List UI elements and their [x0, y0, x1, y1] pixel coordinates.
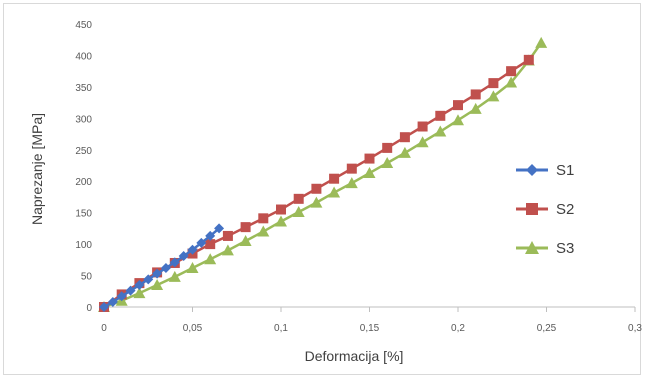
x-tick-label: 0	[101, 323, 107, 334]
data-point	[417, 121, 428, 132]
y-tick-label: 450	[75, 20, 92, 31]
data-point	[382, 142, 393, 153]
legend-item-s1: S1	[516, 162, 574, 179]
data-point	[470, 89, 481, 100]
y-tick-label: 0	[86, 303, 92, 314]
data-point	[488, 78, 499, 89]
data-point	[134, 279, 145, 290]
data-point	[293, 193, 304, 204]
data-point	[257, 225, 270, 237]
data-point	[381, 156, 394, 168]
data-point	[107, 296, 118, 307]
y-axis-label: Naprezanje [MPa]	[29, 113, 45, 225]
x-tick-label: 0,15	[360, 323, 380, 334]
data-point	[239, 234, 252, 246]
data-point	[398, 146, 411, 158]
data-point	[364, 153, 375, 164]
data-point	[214, 223, 225, 234]
legend-marker	[526, 164, 538, 176]
data-point	[535, 36, 548, 48]
data-point	[329, 173, 340, 184]
y-axis: 0 50 100 150 200 250 300 350 400 450	[75, 20, 92, 314]
data-point	[196, 237, 207, 248]
x-tick-label: 0,25	[537, 323, 557, 334]
data-point	[523, 54, 534, 65]
series-s2	[99, 54, 534, 312]
data-point	[133, 287, 146, 299]
data-point	[151, 278, 164, 290]
data-point	[276, 204, 286, 215]
y-tick-label: 200	[75, 177, 92, 188]
legend-item-s3: S3	[516, 240, 574, 257]
data-point	[310, 196, 323, 208]
data-point	[416, 136, 429, 148]
data-point	[345, 177, 358, 189]
data-point	[205, 239, 216, 250]
y-tick-label: 300	[75, 114, 92, 125]
data-point	[168, 270, 181, 282]
data-point	[505, 76, 518, 88]
data-point	[506, 66, 517, 77]
data-point	[328, 186, 341, 198]
data-point	[152, 268, 163, 279]
data-point	[292, 206, 305, 218]
y-tick-label: 150	[75, 209, 92, 220]
legend-marker	[525, 241, 539, 254]
data-point	[222, 230, 233, 241]
x-tick-label: 0,05	[183, 323, 203, 334]
x-axis-label: Deformacija [%]	[305, 348, 404, 364]
data-point	[452, 114, 464, 126]
plot-area	[98, 36, 548, 312]
data-point	[178, 251, 189, 262]
data-point	[275, 215, 287, 227]
y-tick-label: 100	[75, 240, 92, 251]
data-point	[311, 183, 322, 194]
x-tick-label: 0,2	[451, 323, 465, 334]
data-point	[125, 285, 136, 296]
data-point	[258, 213, 269, 224]
chart-svg: 0 50 100 150 200 250 300 350 400 450 0 0,05 0,1 0,15…	[29, 20, 642, 364]
data-point	[453, 100, 463, 111]
legend-label: S3	[556, 240, 574, 257]
y-tick-label: 350	[75, 83, 92, 94]
data-point	[204, 253, 217, 265]
data-point	[435, 110, 446, 121]
data-point	[116, 291, 127, 302]
data-point	[143, 274, 154, 285]
chart-frame: 0 50 100 150 200 250 300 350 400 450 0 0,05 0,1 0,15…	[3, 3, 642, 375]
data-point	[160, 263, 171, 274]
data-point	[99, 302, 109, 312]
data-point	[399, 132, 410, 143]
y-tick-label: 50	[81, 272, 93, 283]
data-point	[469, 102, 482, 114]
data-point	[205, 230, 216, 241]
data-point	[487, 90, 500, 102]
data-point	[363, 167, 376, 179]
data-point	[346, 163, 357, 174]
x-axis: 0 0,05 0,1 0,15 0,2 0,25 0,3	[101, 306, 642, 334]
x-tick-label: 0,3	[628, 323, 642, 334]
data-point	[240, 222, 251, 233]
legend-label: S1	[556, 162, 574, 179]
x-tick-label: 0,1	[274, 323, 288, 334]
y-tick-label: 400	[75, 51, 92, 62]
data-point	[187, 244, 198, 255]
legend: S1 S2 S3	[516, 162, 574, 257]
data-point	[434, 125, 447, 137]
series-s3	[98, 36, 548, 312]
legend-item-s2: S2	[516, 201, 574, 218]
legend-marker	[526, 203, 538, 215]
y-tick-label: 250	[75, 146, 92, 157]
legend-label: S2	[556, 201, 574, 218]
series-s1	[99, 223, 225, 312]
data-point	[221, 244, 234, 256]
data-point	[186, 262, 199, 274]
data-point	[169, 257, 180, 268]
